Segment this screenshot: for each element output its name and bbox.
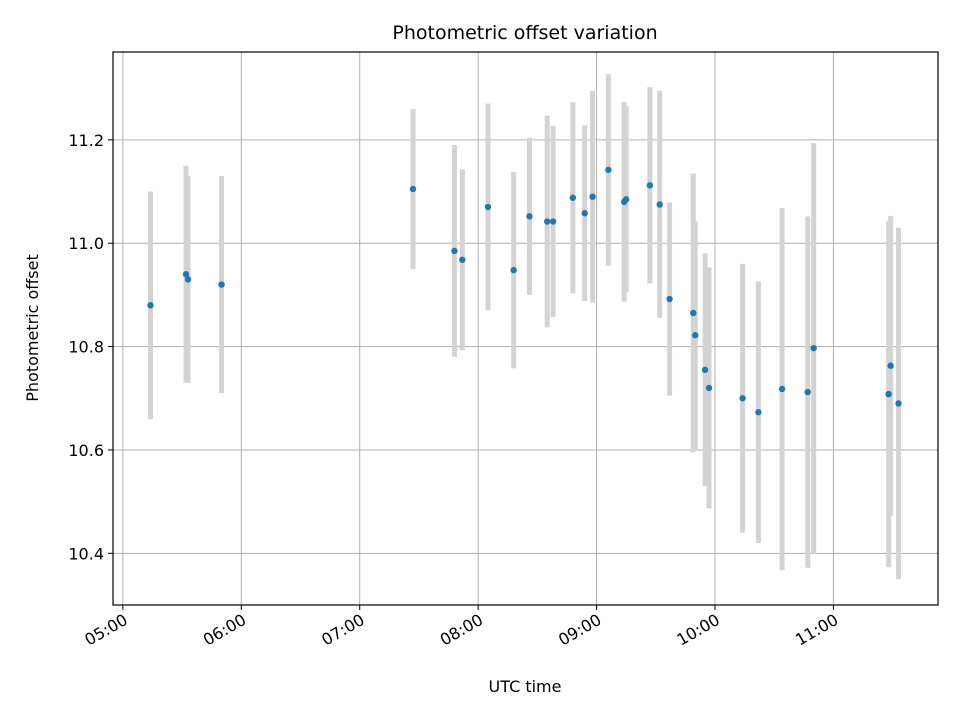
data-point — [690, 309, 697, 317]
data-point — [147, 302, 154, 309]
grid-lines — [113, 52, 938, 605]
data-point — [484, 203, 492, 211]
data-point — [569, 194, 577, 201]
data-point — [605, 166, 612, 174]
data-point — [589, 193, 596, 200]
data-point — [409, 185, 417, 193]
data-point — [182, 271, 190, 278]
data-point — [895, 400, 902, 407]
data-point — [701, 366, 709, 374]
x-axis-label: UTC time — [489, 677, 562, 696]
y-tick-label: 10.6 — [68, 441, 104, 460]
plot-frame — [112, 51, 939, 606]
data-point — [451, 247, 458, 255]
data-point — [656, 201, 663, 208]
data-point — [666, 295, 673, 303]
data-points — [147, 166, 902, 416]
data-point — [755, 409, 762, 416]
data-point — [581, 210, 588, 217]
y-tick-label: 10.4 — [68, 544, 104, 563]
data-point — [885, 390, 892, 398]
y-tick-label: 11.0 — [68, 234, 104, 253]
data-point — [739, 395, 746, 402]
y-axis-label: Photometric offset — [23, 254, 42, 402]
data-point — [218, 281, 225, 288]
data-point — [549, 218, 557, 225]
y-tick-label: 11.2 — [68, 131, 104, 150]
y-tick-label: 10.8 — [68, 338, 104, 357]
data-point — [887, 362, 894, 369]
data-point — [705, 384, 713, 392]
data-point — [692, 332, 699, 339]
data-point — [646, 182, 654, 189]
data-point — [459, 256, 466, 263]
data-point — [810, 344, 817, 352]
data-point — [184, 276, 192, 283]
data-point — [544, 218, 551, 225]
data-point — [526, 213, 533, 220]
data-point — [804, 388, 811, 396]
data-point — [778, 385, 786, 393]
chart-title: Photometric offset variation — [392, 22, 657, 44]
data-point — [622, 196, 630, 203]
data-point — [510, 266, 517, 274]
